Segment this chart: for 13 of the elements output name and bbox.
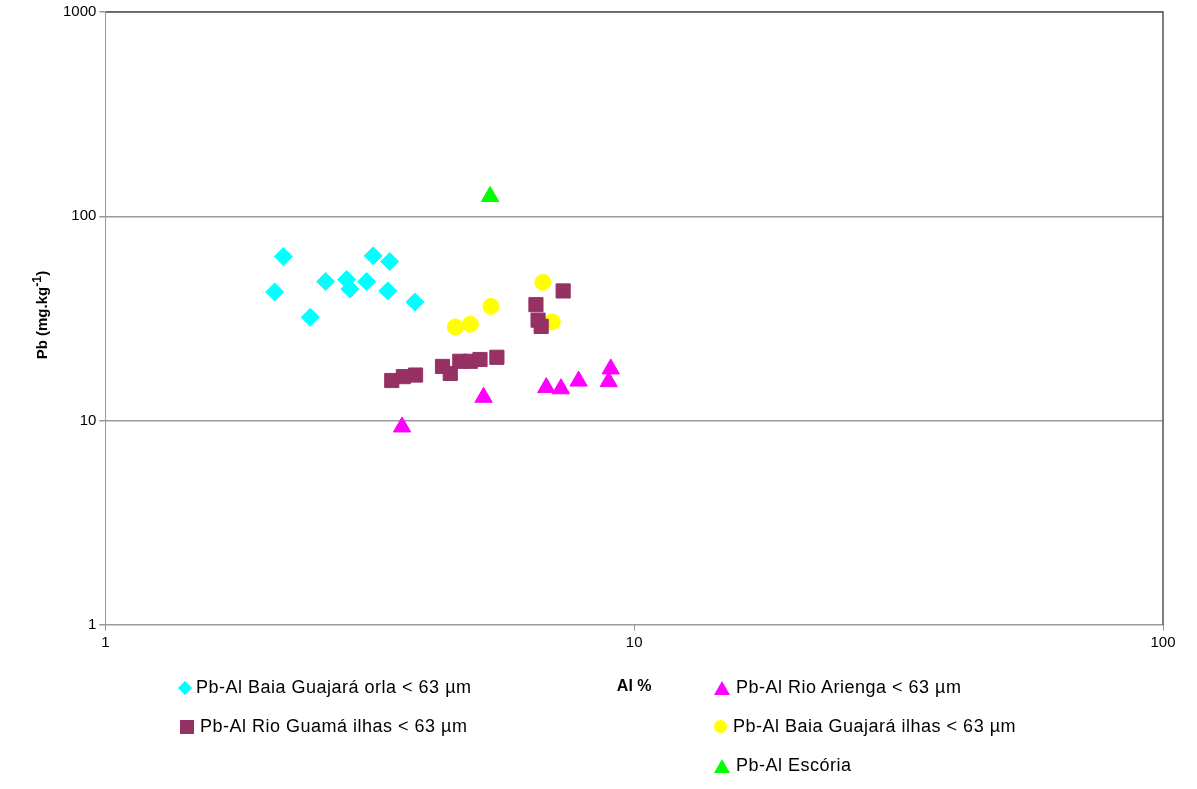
y-tick-label: 1000 xyxy=(62,2,97,20)
legend-label: Pb-Al Rio Guamá ilhas < 63 µm xyxy=(200,716,468,737)
legend-label: Pb-Al Rio Arienga < 63 µm xyxy=(736,677,962,698)
x-axis-title: Al % xyxy=(616,676,652,694)
legend-label: Pb-Al Escória xyxy=(736,755,852,776)
x-tick-label: 100 xyxy=(1150,632,1176,650)
y-tick-label: 10 xyxy=(79,410,97,428)
legend-label: Pb-Al Baia Guajará ilhas < 63 µm xyxy=(733,716,1017,737)
legend-label: Pb-Al Baia Guajará orla < 63 µm xyxy=(196,677,472,698)
y-tick-label: 100 xyxy=(71,206,97,224)
x-tick-label: 10 xyxy=(625,632,643,650)
x-tick-label: 1 xyxy=(101,632,110,650)
y-tick-label: 1 xyxy=(88,614,97,632)
